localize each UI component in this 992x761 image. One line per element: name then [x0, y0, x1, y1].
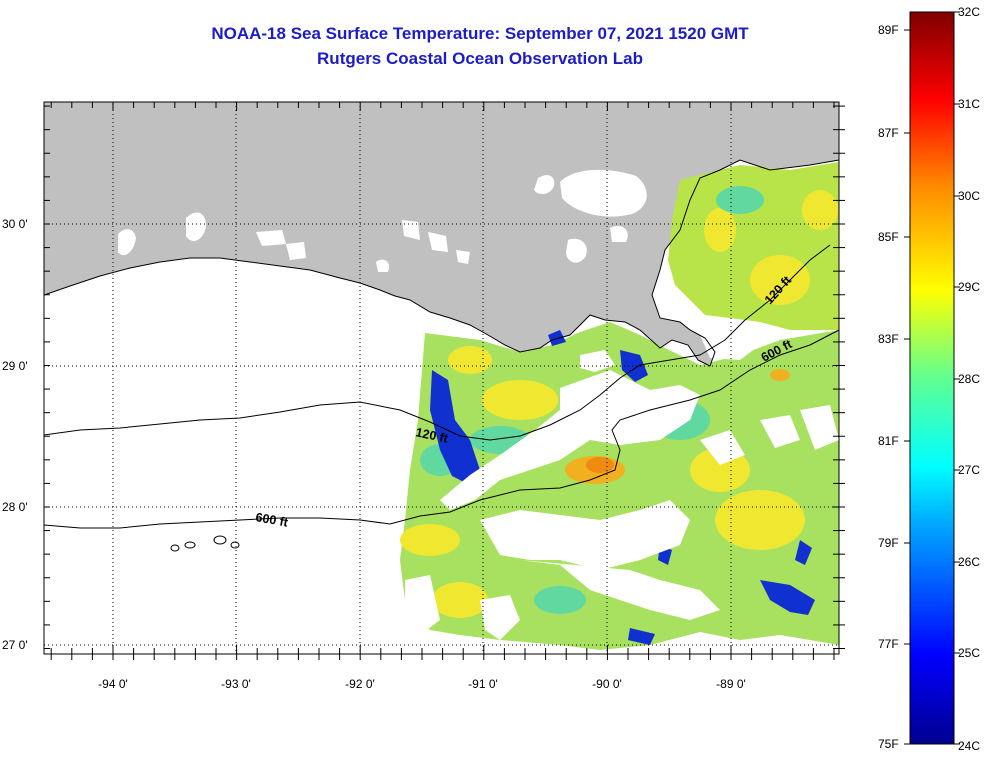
map-frame [43, 101, 840, 655]
lon-label-92: -92 0' [345, 677, 375, 691]
lat-label-28: 28 0' [2, 500, 28, 514]
map-title: NOAA-18 Sea Surface Temperature: Septemb… [211, 24, 749, 43]
colorbar-label-89f: 89F [878, 23, 899, 37]
colorbar-label-25c: 25C [958, 646, 980, 660]
colorbar-label-85f: 85F [878, 230, 899, 244]
lat-label-30: 30 0' [2, 217, 28, 231]
lake [566, 238, 587, 263]
colorbar-label-75f: 75F [878, 737, 899, 751]
colorbar [909, 11, 955, 745]
lake [534, 175, 555, 195]
colorbar-label-28c: 28C [958, 372, 980, 386]
lake [428, 232, 448, 252]
frame-ticks [44, 102, 845, 660]
colorbar-label-29c: 29C [958, 280, 980, 294]
contour-600ft [44, 329, 839, 529]
lake [376, 259, 390, 272]
islands [170, 535, 240, 552]
lake [256, 230, 286, 246]
land-mass [44, 102, 839, 366]
colorbar-label-32c: 32C [958, 5, 980, 19]
colorbar-label-87f: 87F [878, 126, 899, 140]
lon-label-90: -90 0' [592, 677, 622, 691]
map-plot-area: 120 ft 600 ft 120 ft 600 ft [44, 102, 839, 654]
lon-label-89: -89 0' [716, 677, 746, 691]
colorbar-label-77f: 77F [878, 637, 899, 651]
colorbar-label-30c: 30C [958, 189, 980, 203]
colorbar-label-26c: 26C [958, 555, 980, 569]
coastline [44, 159, 839, 367]
sst-hot-spot [565, 369, 790, 536]
colorbar-label-27c: 27C [958, 463, 980, 477]
lake [456, 250, 470, 264]
map-subtitle: Rutgers Coastal Ocean Observation Lab [317, 49, 643, 68]
contour-120ft [44, 244, 831, 441]
lake [118, 229, 136, 256]
contour-label-120ft-west: 120 ft [414, 425, 450, 446]
contour-label-600ft-west: 600 ft [254, 510, 289, 530]
lon-label-94: -94 0' [98, 677, 128, 691]
lon-label-93: -93 0' [221, 677, 251, 691]
lat-label-29: 29 0' [2, 359, 28, 373]
colorbar-ticks [904, 11, 960, 745]
colorbar-label-83f: 83F [878, 332, 899, 346]
cloud-mask [405, 330, 839, 640]
colorbar-label-31c: 31C [958, 97, 980, 111]
sst-field [668, 162, 839, 330]
lake [610, 225, 628, 242]
lake [402, 220, 420, 240]
lat-label-27: 27 0' [2, 638, 28, 652]
colorbar-label-79f: 79F [878, 536, 899, 550]
colorbar-label-24c: 24C [958, 739, 980, 753]
grid-lines [44, 102, 839, 654]
colorbar-label-81f: 81F [878, 434, 899, 448]
lake [186, 212, 206, 241]
lake [560, 169, 647, 217]
lake [286, 242, 306, 260]
lon-label-91: -91 0' [468, 677, 498, 691]
